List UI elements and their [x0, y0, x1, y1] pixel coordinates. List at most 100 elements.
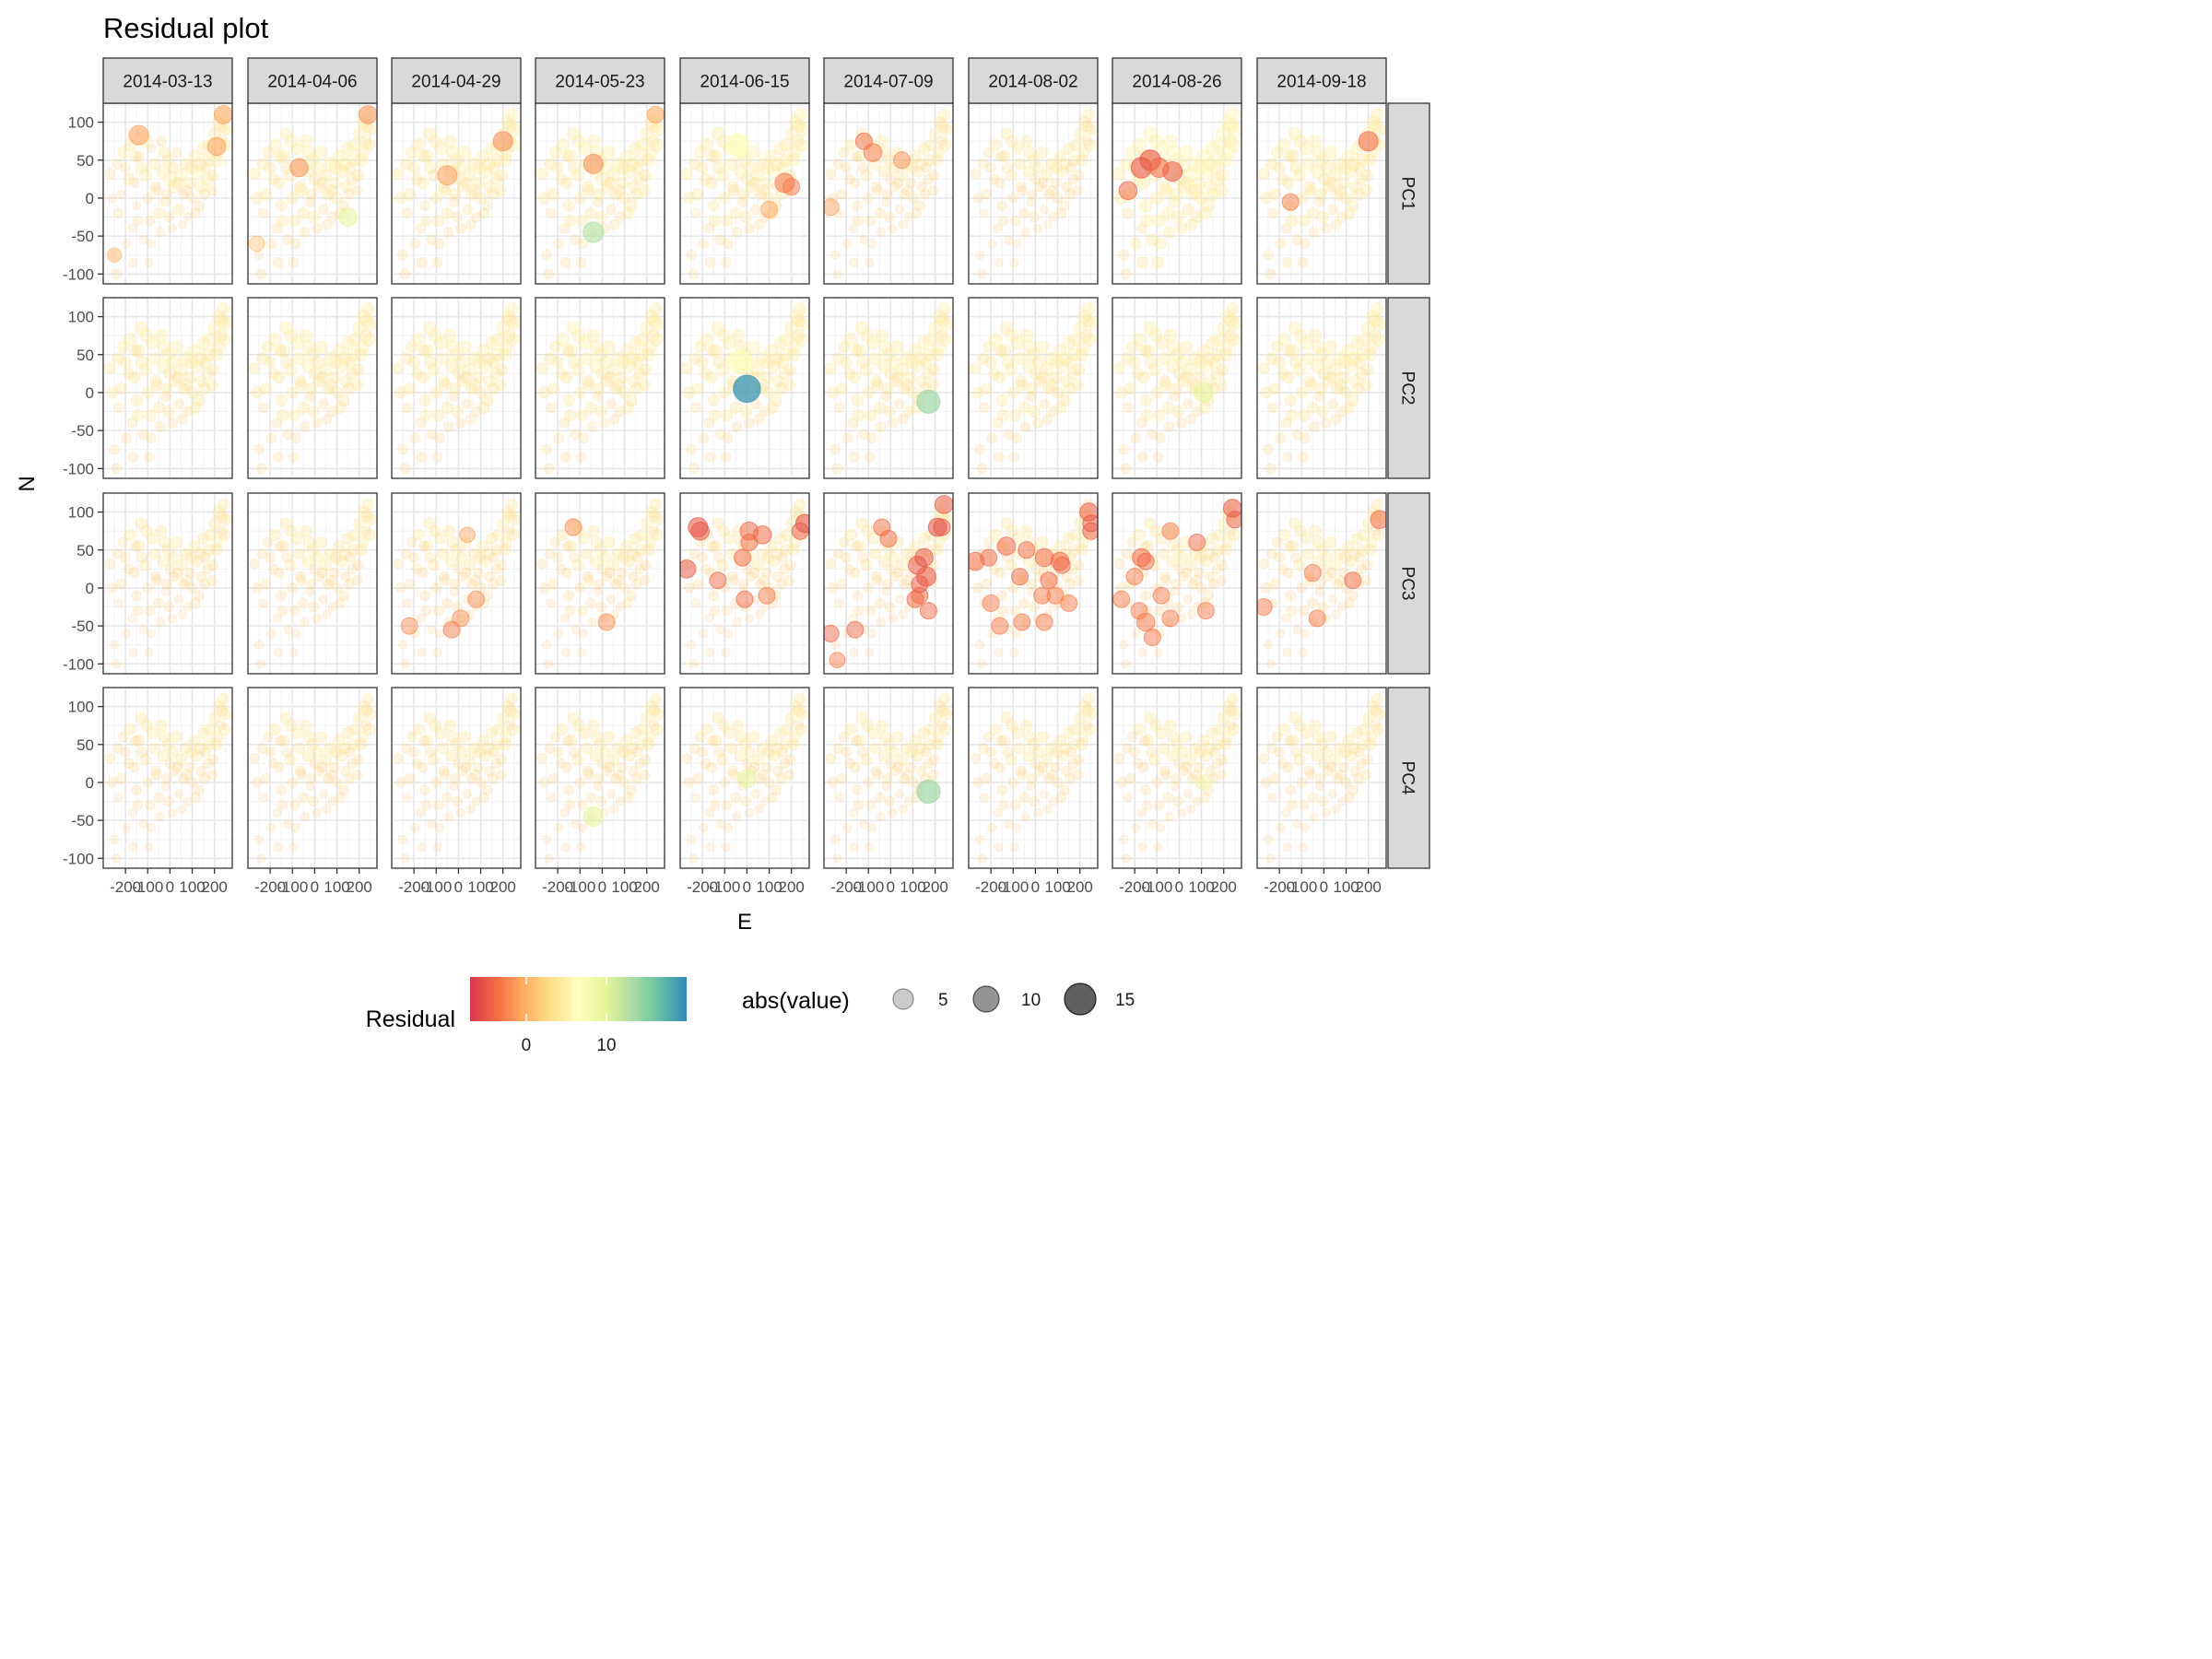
- data-point: [688, 659, 699, 669]
- data-point: [144, 257, 154, 268]
- data-point: [207, 559, 219, 571]
- data-point: [917, 336, 931, 350]
- data-point: [694, 731, 706, 743]
- data-point: [575, 257, 587, 268]
- data-point: [305, 382, 318, 395]
- data-point: [863, 582, 875, 594]
- data-point: [1299, 142, 1313, 156]
- data-point: [1061, 571, 1073, 582]
- data-point: [1267, 402, 1278, 414]
- data-point: [974, 640, 985, 650]
- data-point: [316, 176, 329, 190]
- data-point: [770, 394, 782, 406]
- data-point: [1263, 443, 1275, 455]
- data-point: [1295, 386, 1308, 399]
- data-point: [749, 761, 760, 773]
- column-strips: 2014-03-13 2014-04-06 2014-04-29 2014-05-23…: [102, 57, 1387, 104]
- data-point: [1314, 586, 1324, 597]
- data-point: [402, 402, 413, 414]
- data-point: [427, 362, 441, 377]
- data-point: [989, 138, 1002, 151]
- data-point: [428, 134, 442, 148]
- data-point: [104, 558, 116, 570]
- data-point-highlight: [734, 548, 752, 567]
- data-point: [754, 609, 764, 620]
- data-point-highlight: [1033, 586, 1052, 605]
- data-point: [1340, 777, 1352, 788]
- data-point: [1083, 138, 1097, 151]
- data-point: [606, 168, 620, 182]
- data-point: [418, 540, 429, 552]
- data-point: [933, 115, 947, 129]
- strip-PC1: PC1: [1387, 102, 1430, 285]
- data-point: [1350, 726, 1364, 740]
- data-point: [995, 150, 1006, 162]
- data-point: [333, 734, 346, 747]
- data-point: [415, 223, 427, 234]
- data-point: [1137, 761, 1149, 773]
- data-point: [753, 218, 765, 230]
- data-point: [186, 777, 198, 788]
- data-point-highlight: [1226, 511, 1241, 529]
- data-point: [1162, 792, 1174, 804]
- data-point: [253, 834, 265, 844]
- data-point: [711, 321, 725, 335]
- data-point: [167, 223, 178, 234]
- data-point: [1363, 153, 1378, 168]
- data-point: [177, 382, 190, 395]
- facet-panel-2014-08-02-PC1: [968, 102, 1099, 285]
- data-point: [870, 374, 883, 388]
- data-point: [317, 567, 328, 579]
- data-point: [1043, 578, 1054, 590]
- data-point: [1154, 141, 1170, 157]
- data-point: [335, 597, 347, 609]
- data-point: [416, 807, 426, 818]
- data-point: [1136, 452, 1148, 463]
- data-point: [333, 539, 346, 553]
- data-point: [1360, 769, 1372, 781]
- data-point: [793, 704, 806, 717]
- data-point: [1053, 539, 1066, 553]
- data-point: [411, 367, 424, 381]
- data-point: [887, 355, 901, 370]
- data-point: [420, 734, 434, 747]
- data-point: [891, 535, 904, 549]
- data-point: [981, 772, 993, 784]
- data-point: [617, 761, 628, 773]
- data-point: [332, 149, 347, 163]
- data-point: [1032, 613, 1043, 624]
- data-point: [147, 742, 161, 755]
- data-point: [584, 206, 597, 220]
- data-point: [174, 362, 188, 377]
- data-point: [434, 629, 445, 639]
- data-point: [426, 234, 438, 246]
- data-point: [929, 712, 942, 724]
- data-point: [895, 169, 909, 182]
- data-point: [994, 177, 1006, 189]
- data-point: [287, 777, 299, 788]
- data-point: [419, 408, 433, 422]
- data-point: [1370, 704, 1382, 717]
- panel-border: [102, 492, 233, 675]
- panel-background: [1257, 493, 1386, 674]
- data-point: [347, 758, 359, 770]
- data-point: [709, 344, 723, 358]
- data-point: [683, 582, 695, 594]
- panel-background: [1112, 688, 1241, 868]
- data-point: [927, 769, 939, 781]
- data-point: [1198, 401, 1211, 415]
- data-point: [1218, 712, 1230, 724]
- data-point: [865, 215, 877, 227]
- data-point: [112, 548, 124, 559]
- data-point: [544, 548, 556, 559]
- data-point: [331, 777, 343, 788]
- data-point-highlight: [863, 143, 883, 162]
- data-point: [1331, 382, 1344, 395]
- data-point: [128, 647, 138, 658]
- data-point: [402, 793, 413, 803]
- data-point: [193, 157, 207, 171]
- data-point: [850, 344, 863, 358]
- data-point: [284, 134, 299, 148]
- data-point: [1217, 754, 1229, 766]
- data-point: [113, 793, 124, 803]
